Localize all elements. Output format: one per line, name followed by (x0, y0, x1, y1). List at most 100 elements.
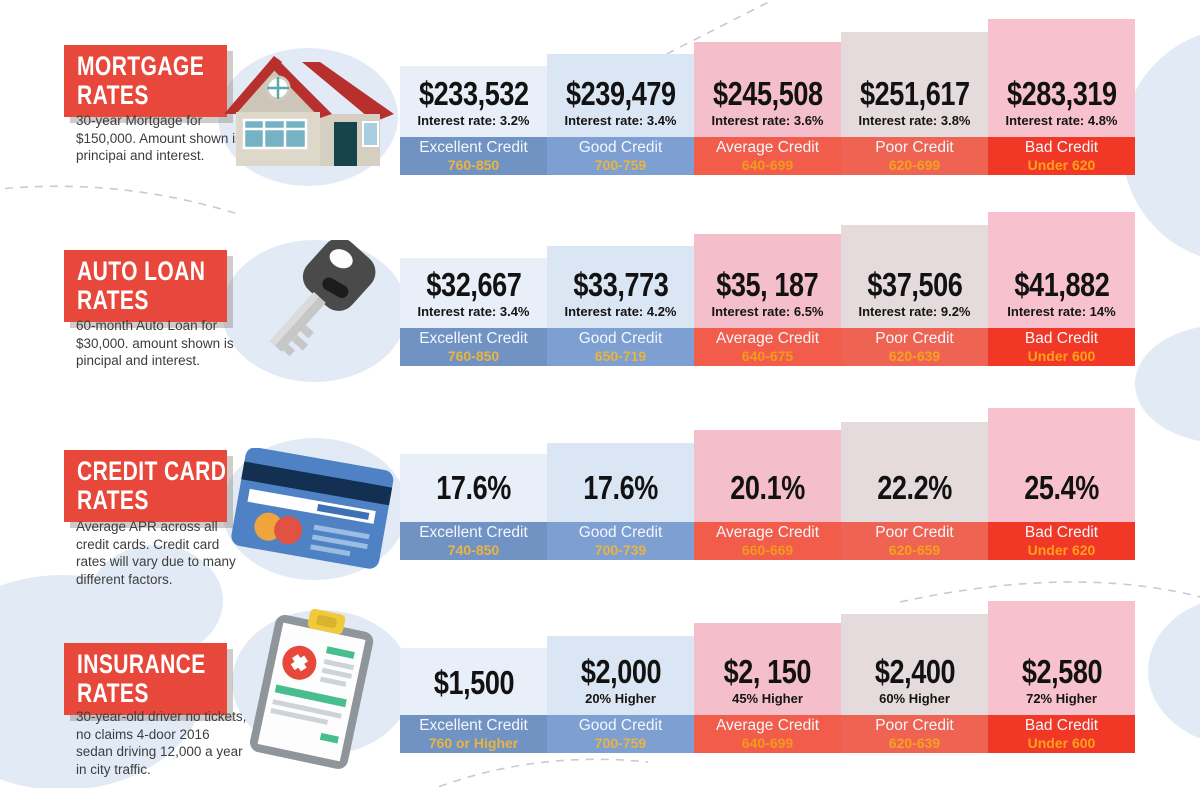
credit-card-icon (225, 447, 400, 578)
auto-loan-rates-title: AUTO LOAN RATES (64, 250, 227, 323)
bar-body: 22.2% (841, 422, 988, 522)
title-line: RATES (77, 79, 149, 110)
credit-tier-footer: Good Credit 650-719 (547, 328, 694, 366)
credit-score-range: Under 600 (1027, 734, 1096, 751)
mortgage-average-credit-bar: $245,508 Interest rate: 3.6% Average Cre… (694, 42, 841, 175)
amount-value: $245,508 (712, 75, 823, 112)
rate-note: 45% Higher (732, 691, 803, 706)
credit-score-range: 620-639 (888, 347, 941, 364)
title-line: RATES (77, 284, 149, 315)
auto-loan-poor-credit-bar: $37,506 Interest rate: 9.2% Poor Credit … (841, 225, 988, 366)
credit-card-poor-credit-bar: 22.2% Poor Credit 620-659 (841, 422, 988, 560)
amount-value: 22.2% (877, 469, 952, 506)
bar-body: $245,508 Interest rate: 3.6% (694, 42, 841, 137)
auto-loan-good-credit-bar: $33,773 Interest rate: 4.2% Good Credit … (547, 246, 694, 366)
amount-value: $1,500 (433, 664, 514, 701)
credit-score-range: 700-759 (594, 734, 647, 751)
amount-value: $33,773 (573, 266, 668, 303)
bar-body: $251,617 Interest rate: 3.8% (841, 32, 988, 137)
amount-value: $2,400 (874, 653, 955, 690)
bar-body: 17.6% (547, 443, 694, 522)
credit-tier-label: Bad Credit (1024, 524, 1099, 542)
amount-value: $35, 187 (716, 266, 819, 303)
credit-tier-footer: Good Credit 700-739 (547, 522, 694, 560)
credit-card-bad-credit-bar: 25.4% Bad Credit Under 620 (988, 408, 1135, 560)
credit-score-range: 620-659 (888, 541, 941, 558)
credit-score-range: 640-699 (741, 734, 794, 751)
amount-value: 25.4% (1024, 469, 1099, 506)
title-line: INSURANCE (77, 649, 206, 679)
credit-tier-label: Good Credit (578, 524, 663, 542)
credit-score-range: Under 620 (1027, 541, 1096, 558)
bar-body: 25.4% (988, 408, 1135, 522)
credit-tier-label: Average Credit (715, 330, 820, 348)
rate-note: Interest rate: 3.4% (417, 304, 530, 319)
insurance-good-credit-bar: $2,000 20% Higher Good Credit 700-759 (547, 636, 694, 753)
credit-tier-label: Bad Credit (1024, 717, 1099, 735)
amount-value: $41,882 (1014, 266, 1109, 303)
bar-body: $233,532 Interest rate: 3.2% (400, 66, 547, 137)
credit-tier-footer: Bad Credit Under 600 (988, 715, 1135, 753)
bar-body: $2, 150 45% Higher (694, 623, 841, 715)
key-icon (238, 237, 388, 380)
credit-tier-footer: Bad Credit Under 600 (988, 328, 1135, 366)
bar-body: $1,500 (400, 648, 547, 715)
credit-score-range: 620-699 (888, 156, 941, 173)
amount-value: $2, 150 (723, 653, 812, 690)
credit-tier-footer: Poor Credit 620-699 (841, 137, 988, 175)
credit-score-range: 740-850 (447, 541, 500, 558)
bar-body: $2,400 60% Higher (841, 614, 988, 715)
credit-card-average-credit-bar: 20.1% Average Credit 660-669 (694, 430, 841, 560)
credit-tier-label: Average Credit (715, 524, 820, 542)
credit-score-range: 760 or Higher (428, 734, 519, 751)
credit-score-range: 650-719 (594, 347, 647, 364)
credit-tier-label: Bad Credit (1024, 139, 1099, 157)
credit-tier-footer: Poor Credit 620-659 (841, 522, 988, 560)
credit-tier-label: Excellent Credit (419, 717, 528, 735)
house-icon (222, 48, 397, 188)
amount-value: $283,319 (1006, 75, 1117, 112)
credit-card-good-credit-bar: 17.6% Good Credit 700-739 (547, 443, 694, 560)
mortgage-bad-credit-bar: $283,319 Interest rate: 4.8% Bad Credit … (988, 19, 1135, 175)
credit-tier-footer: Average Credit 660-669 (694, 522, 841, 560)
credit-tier-label: Poor Credit (875, 524, 954, 542)
title-line: MORTGAGE (77, 51, 205, 81)
insurance-bad-credit-bar: $2,580 72% Higher Bad Credit Under 600 (988, 601, 1135, 753)
credit-card-rates-title: CREDIT CARD RATES (64, 450, 227, 523)
rate-note: Interest rate: 4.2% (564, 304, 677, 319)
rate-note: Interest rate: 6.5% (711, 304, 824, 319)
insurance-excellent-credit-bar: $1,500 Excellent Credit 760 or Higher (400, 648, 547, 753)
credit-tier-footer: Average Credit 640-699 (694, 715, 841, 753)
bar-body: 20.1% (694, 430, 841, 522)
credit-score-range: 700-759 (594, 156, 647, 173)
title-line: AUTO LOAN (77, 256, 206, 286)
credit-tier-footer: Bad Credit Under 620 (988, 137, 1135, 175)
credit-card-excellent-credit-bar: 17.6% Excellent Credit 740-850 (400, 454, 547, 560)
credit-tier-label: Poor Credit (875, 139, 954, 157)
amount-value: $2,000 (580, 653, 661, 690)
credit-tier-footer: Average Credit 640-699 (694, 137, 841, 175)
rate-note: 60% Higher (879, 691, 950, 706)
bar-body: $35, 187 Interest rate: 6.5% (694, 234, 841, 328)
title-line: CREDIT CARD (77, 456, 227, 486)
credit-score-range: 620-639 (888, 734, 941, 751)
amount-value: $2,580 (1021, 653, 1102, 690)
credit-tier-label: Average Credit (715, 717, 820, 735)
amount-value: $37,506 (867, 266, 962, 303)
bar-body: $2,580 72% Higher (988, 601, 1135, 715)
credit-tier-label: Excellent Credit (419, 524, 528, 542)
mortgage-description: 30-year Mortgage for $150,000. Amount sh… (76, 113, 242, 164)
credit-score-range: 660-669 (741, 541, 794, 558)
rate-note: Interest rate: 4.8% (1005, 113, 1118, 128)
bar-body: 17.6% (400, 454, 547, 522)
rate-note: Interest rate: 14% (1007, 304, 1116, 319)
mortgage-rates-title: MORTGAGE RATES (64, 45, 227, 118)
bar-body: $33,773 Interest rate: 4.2% (547, 246, 694, 328)
title-line: RATES (77, 677, 149, 708)
credit-tier-footer: Bad Credit Under 620 (988, 522, 1135, 560)
auto-loan-bad-credit-bar: $41,882 Interest rate: 14% Bad Credit Un… (988, 212, 1135, 366)
insurance-average-credit-bar: $2, 150 45% Higher Average Credit 640-69… (694, 623, 841, 753)
bar-body: $37,506 Interest rate: 9.2% (841, 225, 988, 328)
background-blob (1148, 596, 1200, 746)
